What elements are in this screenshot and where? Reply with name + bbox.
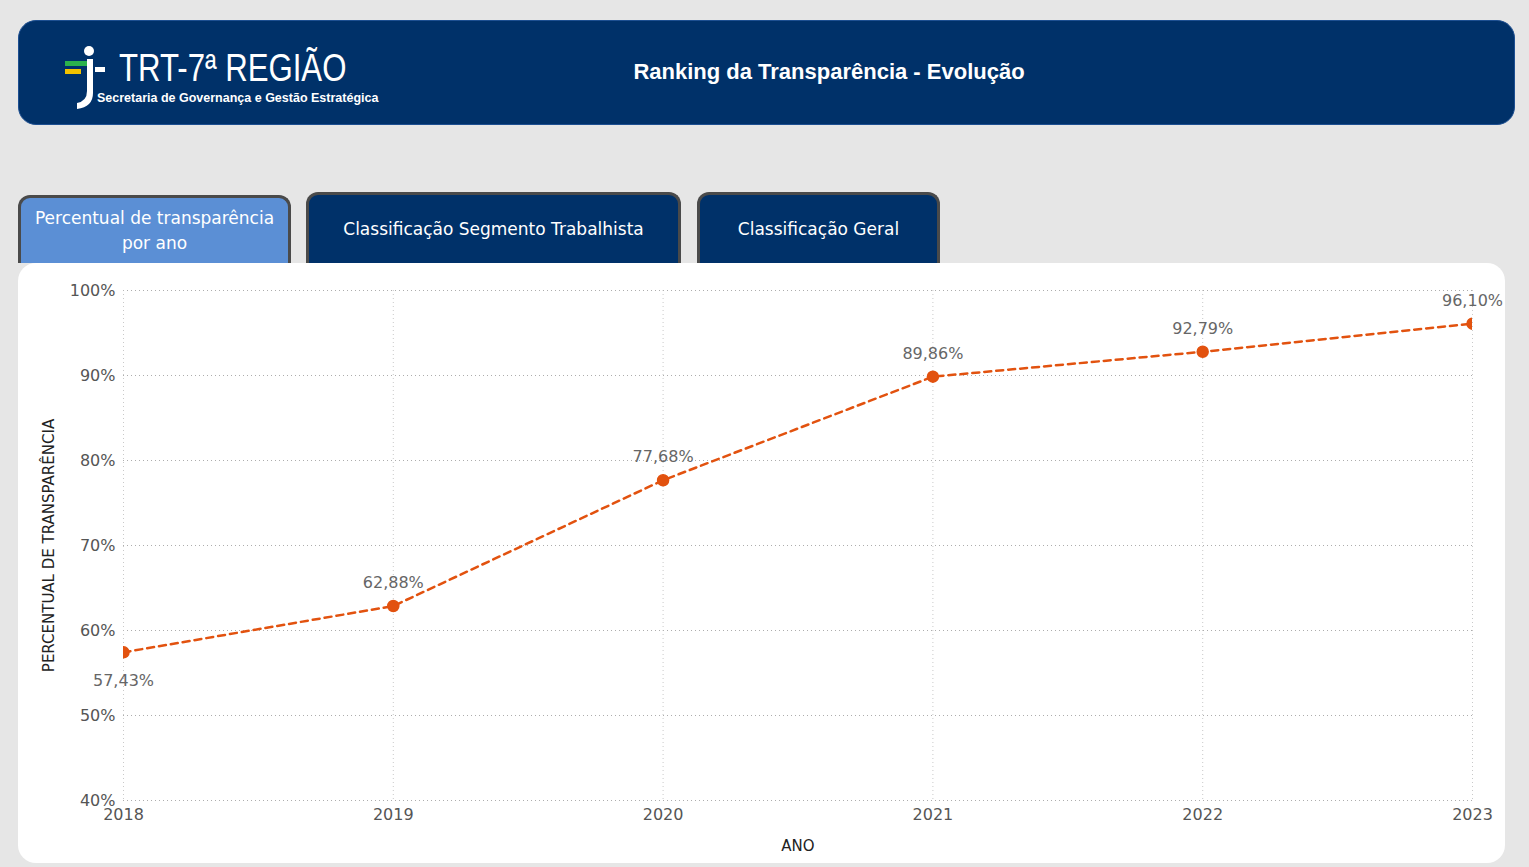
svg-text:90%: 90% xyxy=(80,366,116,385)
html-text:Classificação Segmento Trabalh: Classificação Segmento Trabalhista xyxy=(343,218,644,239)
svg-text:2019: 2019 xyxy=(373,805,414,824)
svg-text:57,43%: 57,43% xyxy=(93,671,154,690)
svg-text:96,10%: 96,10% xyxy=(1442,291,1503,310)
svg-text:2020: 2020 xyxy=(643,805,684,824)
svg-text:80%: 80% xyxy=(80,451,116,470)
html-text:Percentual de transparência po: Percentual de transparência por ano xyxy=(34,207,275,253)
html-text:TRT-7ª REGIÃO: TRT-7ª REGIÃO xyxy=(119,47,347,89)
svg-text:77,68%: 77,68% xyxy=(633,447,694,466)
svg-text:89,86%: 89,86% xyxy=(902,344,963,363)
svg-text:62,88%: 62,88% xyxy=(363,573,424,592)
svg-text:60%: 60% xyxy=(80,621,116,640)
html-text:Ranking da Transparência - Evo: Ranking da Transparência - Evolução xyxy=(633,59,1025,84)
svg-text:50%: 50% xyxy=(80,706,116,725)
svg-text:2021: 2021 xyxy=(913,805,954,824)
svg-text:ANO: ANO xyxy=(781,837,814,855)
svg-text:92,79%: 92,79% xyxy=(1172,319,1233,338)
svg-text:40%: 40% xyxy=(79,790,116,810)
svg-text:2018: 2018 xyxy=(103,805,144,824)
svg-text:70%: 70% xyxy=(80,536,116,555)
svg-text:PERCENTUAL DE TRANSPARÊNCIA: PERCENTUAL DE TRANSPARÊNCIA xyxy=(39,418,58,672)
html-text:Secretaria de Governança e Ges: Secretaria de Governança e Gestão Estrat… xyxy=(97,91,379,105)
svg-text:100%: 100% xyxy=(70,281,116,300)
svg-text:2023: 2023 xyxy=(1452,805,1493,824)
svg-text:2022: 2022 xyxy=(1182,805,1223,824)
html-text:Classificação Geral: Classificação Geral xyxy=(737,218,900,239)
